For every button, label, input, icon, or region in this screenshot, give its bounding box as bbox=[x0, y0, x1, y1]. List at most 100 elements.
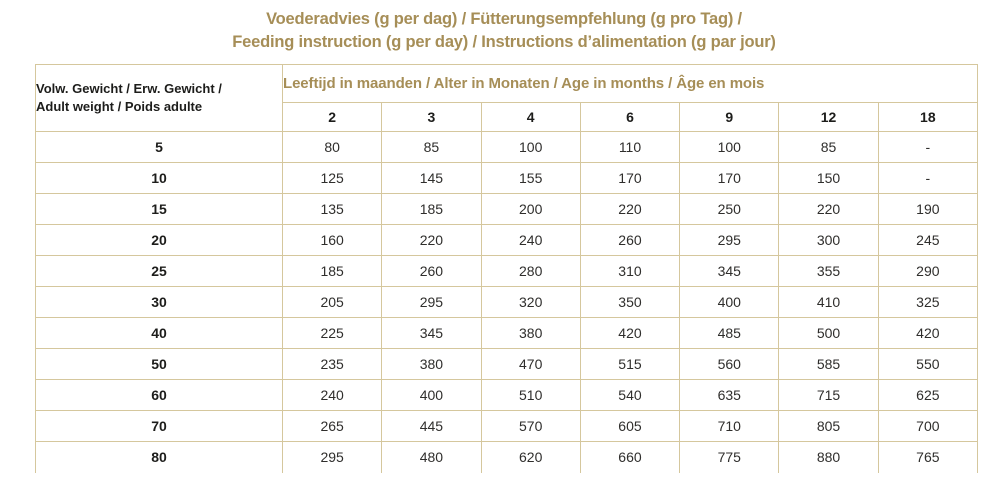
weight-value: 5 bbox=[35, 131, 283, 163]
feeding-amount-cell: 205 bbox=[281, 286, 383, 318]
page-title: Voederadvies (g per dag) / Fütterungsemp… bbox=[0, 8, 1008, 54]
feeding-amount-cell: 570 bbox=[480, 410, 581, 442]
feeding-amount-cell: 235 bbox=[281, 348, 383, 380]
feeding-amount-cell: 585 bbox=[778, 348, 879, 380]
feeding-amount-cell: 200 bbox=[480, 193, 581, 225]
feeding-amount-cell: 280 bbox=[480, 255, 581, 287]
feeding-amount-cell: 625 bbox=[877, 379, 979, 411]
table-row: 60 240 400 510 540 635 715 625 bbox=[35, 379, 979, 411]
feeding-amount-cell: 400 bbox=[679, 286, 780, 318]
feeding-amount-cell: 325 bbox=[877, 286, 979, 318]
feeding-amount-cell: 260 bbox=[579, 224, 681, 256]
feeding-amount-cell: 605 bbox=[579, 410, 681, 442]
age-column-header: 6 bbox=[579, 102, 681, 132]
feeding-amount-cell: 100 bbox=[679, 131, 780, 163]
feeding-amount-cell: 135 bbox=[281, 193, 383, 225]
feeding-amount-cell: - bbox=[877, 131, 979, 163]
age-column-header: 4 bbox=[480, 102, 581, 132]
feeding-amount-cell: 295 bbox=[281, 441, 383, 473]
header-row-ages: 2 3 4 6 9 12 18 bbox=[36, 102, 979, 132]
weight-value: 50 bbox=[35, 348, 283, 380]
weight-value: 40 bbox=[35, 317, 283, 349]
feeding-amount-cell: 220 bbox=[778, 193, 879, 225]
feeding-amount-cell: 150 bbox=[778, 162, 879, 194]
table-row: 5 80 85 100 110 100 85- bbox=[35, 131, 979, 163]
table-row: 50 235 380 470 515 560 585 550 bbox=[35, 348, 979, 380]
feeding-amount-cell: 190 bbox=[877, 193, 979, 225]
feeding-amount-cell: 300 bbox=[778, 224, 879, 256]
feeding-amount-cell: 320 bbox=[480, 286, 581, 318]
feeding-amount-cell: 160 bbox=[281, 224, 383, 256]
feeding-amount-cell: 660 bbox=[579, 441, 681, 473]
feeding-amount-cell: 400 bbox=[381, 379, 482, 411]
feeding-amount-cell: 880 bbox=[778, 441, 879, 473]
feeding-amount-cell: 540 bbox=[579, 379, 681, 411]
feeding-amount-cell: 515 bbox=[579, 348, 681, 380]
feeding-amount-cell: 170 bbox=[679, 162, 780, 194]
feeding-amount-cell: 765 bbox=[877, 441, 979, 473]
feeding-amount-cell: 710 bbox=[679, 410, 780, 442]
weight-value: 60 bbox=[35, 379, 283, 411]
feeding-amount-cell: 145 bbox=[381, 162, 482, 194]
weight-value: 25 bbox=[35, 255, 283, 287]
feeding-amount-cell: 510 bbox=[480, 379, 581, 411]
feeding-amount-cell: 420 bbox=[877, 317, 979, 349]
feeding-amount-cell: 245 bbox=[877, 224, 979, 256]
feeding-amount-cell: 480 bbox=[381, 441, 482, 473]
feeding-amount-cell: 185 bbox=[281, 255, 383, 287]
table-row: 80 295 480 620 660 775 880 765 bbox=[35, 441, 979, 473]
feeding-amount-cell: 700 bbox=[877, 410, 979, 442]
feeding-amount-cell: 250 bbox=[679, 193, 780, 225]
age-column-header: 12 bbox=[778, 102, 879, 132]
feeding-amount-cell: 380 bbox=[381, 348, 482, 380]
feeding-amount-cell: 85 bbox=[778, 131, 879, 163]
feeding-amount-cell: 125 bbox=[281, 162, 383, 194]
weight-value: 70 bbox=[35, 410, 283, 442]
feeding-amount-cell: 345 bbox=[381, 317, 482, 349]
feeding-amount-cell: 715 bbox=[778, 379, 879, 411]
feeding-amount-cell: 775 bbox=[679, 441, 780, 473]
feeding-amount-cell: 350 bbox=[579, 286, 681, 318]
feeding-amount-cell: 345 bbox=[679, 255, 780, 287]
feeding-amount-cell: 265 bbox=[281, 410, 383, 442]
feeding-amount-cell: 355 bbox=[778, 255, 879, 287]
adult-weight-header: Volw. Gewicht / Erw. Gewicht / Adult wei… bbox=[35, 64, 283, 132]
feeding-amount-cell: 295 bbox=[381, 286, 482, 318]
feeding-amount-cell: 420 bbox=[579, 317, 681, 349]
feeding-amount-cell: 185 bbox=[381, 193, 482, 225]
feeding-amount-cell: 85 bbox=[381, 131, 482, 163]
feeding-amount-cell: 310 bbox=[579, 255, 681, 287]
feeding-amount-cell: 290 bbox=[877, 255, 979, 287]
feeding-amount-cell: 620 bbox=[480, 441, 581, 473]
feeding-amount-cell: 240 bbox=[480, 224, 581, 256]
age-in-months-header: Leeftijd in maanden / Alter in Monaten /… bbox=[282, 64, 978, 103]
feeding-amount-cell: 170 bbox=[579, 162, 681, 194]
table-row: 10 125 145 155 170 170 150- bbox=[35, 162, 979, 194]
feeding-instruction-table: Volw. Gewicht / Erw. Gewicht / Adult wei… bbox=[35, 64, 979, 473]
table-row: 30 205 295 320 350 400 410 325 bbox=[35, 286, 979, 318]
weight-value: 80 bbox=[35, 441, 283, 473]
feeding-amount-cell: 410 bbox=[778, 286, 879, 318]
feeding-amount-cell: 445 bbox=[381, 410, 482, 442]
title-line-1: Voederadvies (g per dag) / Fütterungsemp… bbox=[266, 10, 742, 28]
feeding-amount-cell: 560 bbox=[679, 348, 780, 380]
age-column-header: 2 bbox=[281, 102, 383, 132]
table-row: 70 265 445 570 605 710 805 700 bbox=[35, 410, 979, 442]
adult-weight-header-line1: Volw. Gewicht / Erw. Gewicht / bbox=[36, 81, 222, 96]
feeding-amount-cell: 485 bbox=[679, 317, 780, 349]
feeding-amount-cell: 380 bbox=[480, 317, 581, 349]
feeding-amount-cell: 470 bbox=[480, 348, 581, 380]
table-row: 20 160 220 240 260 295 300 245 bbox=[35, 224, 979, 256]
feeding-amount-cell: - bbox=[877, 162, 979, 194]
feeding-amount-cell: 635 bbox=[679, 379, 780, 411]
table-row: 40 225 345 380 420 485 500 420 bbox=[35, 317, 979, 349]
table-row: 15 135 185 200 220 250 220 190 bbox=[35, 193, 979, 225]
weight-value: 20 bbox=[35, 224, 283, 256]
age-column-header: 9 bbox=[679, 102, 780, 132]
age-column-header: 18 bbox=[877, 102, 979, 132]
feeding-amount-cell: 225 bbox=[281, 317, 383, 349]
feeding-amount-cell: 220 bbox=[579, 193, 681, 225]
header-row-top: Volw. Gewicht / Erw. Gewicht / Adult wei… bbox=[35, 64, 978, 132]
weight-value: 30 bbox=[35, 286, 283, 318]
feeding-amount-cell: 100 bbox=[480, 131, 581, 163]
